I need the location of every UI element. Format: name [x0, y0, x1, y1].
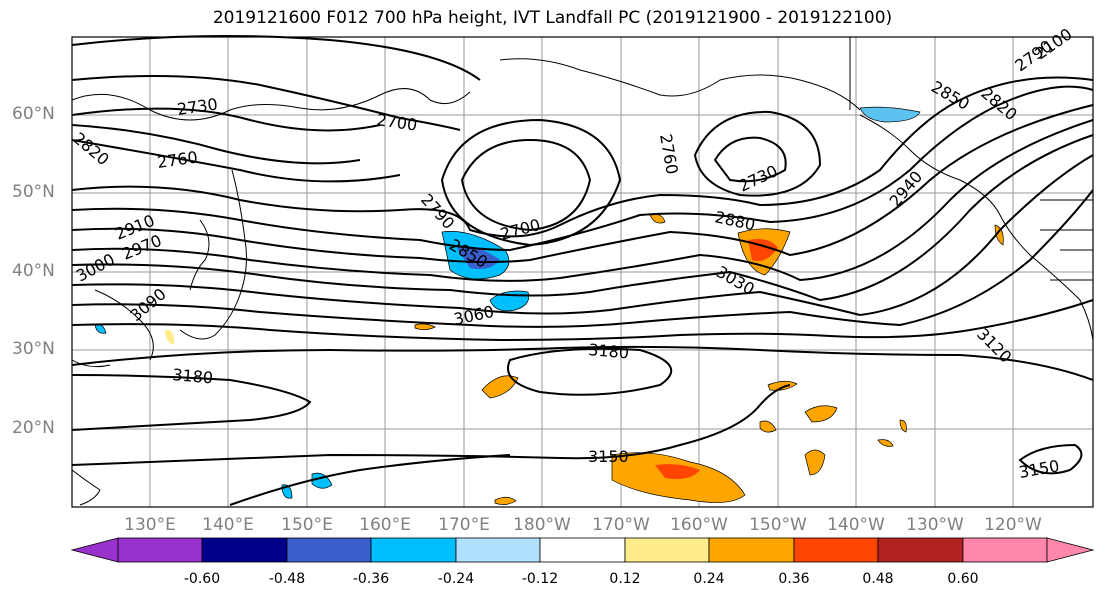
- contour-label: 3180: [588, 340, 630, 362]
- ivt-shading: [94, 106, 1004, 505]
- positive-ivt-area: [414, 323, 436, 331]
- contour-label: 3150: [588, 447, 629, 466]
- colorbar-segment: [201, 537, 288, 563]
- positive-ivt-area: [899, 419, 907, 433]
- colorbar-segment: [539, 537, 626, 563]
- lon-label: 160°E: [359, 515, 411, 535]
- contour-label: 2760: [656, 132, 682, 175]
- colorbar-segment: [286, 537, 372, 563]
- positive-ivt-area: [804, 449, 826, 476]
- contour-label: 2700: [498, 215, 542, 244]
- contour-label: 2760: [156, 147, 199, 171]
- colorbar-tick-label: -0.12: [521, 571, 559, 587]
- positive-ivt-core: [655, 464, 700, 479]
- colorbar-segment: [455, 537, 541, 563]
- colorbar: [70, 537, 1095, 563]
- contour-label: 2820: [69, 129, 112, 170]
- colorbar-segment: [370, 537, 457, 563]
- lon-label: 130°W: [906, 515, 964, 535]
- contour-label: 2790: [417, 190, 458, 233]
- lat-label: 20°N: [12, 418, 55, 438]
- lon-label: 160°W: [670, 515, 728, 535]
- positive-ivt-area: [165, 329, 175, 345]
- height-contours: [71, 35, 1094, 506]
- negative-ivt-area: [94, 324, 107, 334]
- negative-ivt-area: [859, 106, 921, 123]
- positive-ivt-area: [481, 375, 519, 399]
- positive-ivt-area: [877, 439, 894, 447]
- negative-ivt-area: [311, 472, 333, 489]
- positive-ivt-area: [804, 405, 838, 423]
- colorbar-segment: [117, 537, 203, 563]
- lat-label: 60°N: [12, 104, 55, 124]
- colorbar-tick-label: 0.12: [609, 571, 641, 587]
- graticule: [72, 37, 1093, 507]
- colorbar-tick-label: -0.24: [437, 571, 475, 587]
- contour-label: 3150: [1017, 456, 1060, 482]
- lat-label: 30°N: [12, 339, 55, 359]
- colorbar-segment: [877, 537, 964, 563]
- lon-label: 150°E: [281, 515, 333, 535]
- lat-label: 50°N: [12, 182, 55, 202]
- contour-label: 3000: [73, 250, 118, 286]
- colorbar-extend-low: [70, 537, 119, 563]
- lon-label: 120°W: [984, 515, 1042, 535]
- colorbar-segment: [793, 537, 879, 563]
- positive-ivt-area: [767, 380, 798, 391]
- lon-label: 140°E: [202, 515, 254, 535]
- contour-label: 2730: [736, 161, 781, 195]
- lon-label: 180°W: [513, 515, 571, 535]
- colorbar-tick-label: 0.48: [862, 571, 894, 587]
- colorbar-tick-label: 0.24: [693, 571, 725, 587]
- contour-label: 3060: [452, 302, 496, 329]
- colorbar-segment: [708, 537, 795, 563]
- lon-label: 130°E: [124, 515, 176, 535]
- colorbar-tick-label: 0.60: [947, 571, 979, 587]
- lon-label: 170°E: [438, 515, 490, 535]
- positive-ivt-area: [649, 213, 666, 224]
- colorbar-segment: [624, 537, 710, 563]
- colorbar-tick-label: -0.60: [183, 571, 221, 587]
- colorbar-tick-label: 0.36: [778, 571, 810, 587]
- map-frame: [71, 36, 1094, 508]
- positive-ivt-area: [494, 496, 517, 505]
- contour-label: 2880: [713, 207, 757, 234]
- colorbar-segment: [962, 537, 1048, 563]
- lat-label: 40°N: [12, 261, 55, 281]
- contour-label: 3180: [172, 365, 214, 387]
- map-title: 2019121600 F012 700 hPa height, IVT Land…: [212, 8, 893, 28]
- lon-label: 170°W: [592, 515, 650, 535]
- contour-label: 2100: [1031, 24, 1075, 63]
- positive-ivt-area: [759, 420, 777, 433]
- contour-label: 2820: [977, 84, 1020, 125]
- colorbar-extend-high: [1046, 537, 1095, 563]
- contour-label: 2700: [375, 110, 418, 134]
- colorbar-tick-label: -0.48: [268, 571, 306, 587]
- coastlines: [71, 37, 1094, 506]
- colorbar-tick-label: -0.36: [352, 571, 390, 587]
- lon-label: 150°W: [749, 515, 807, 535]
- lon-label: 140°W: [827, 515, 885, 535]
